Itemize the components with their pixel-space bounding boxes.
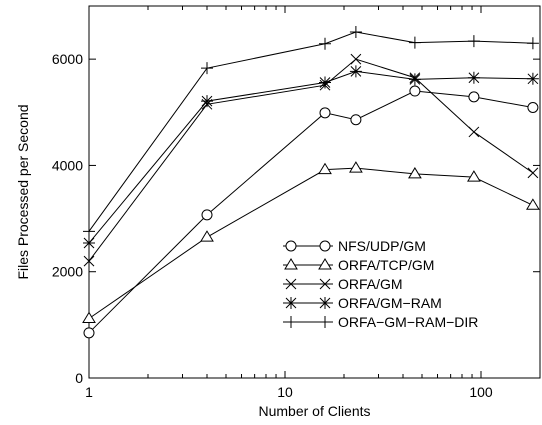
y-tick-label: 2000 (52, 264, 83, 280)
data-point-nfs-udp-gm (468, 91, 480, 103)
data-point-orfa-gm-ram (408, 73, 421, 86)
legend-item: ORFA−GM−RAM−DIR (283, 314, 478, 330)
data-point-orfa-gm (468, 126, 480, 138)
series-line-orfa-tcp-gm (88, 167, 534, 319)
series-line-orfa-gm (88, 58, 534, 262)
data-point-nfs-udp-gm (350, 114, 362, 126)
data-point-orfa-tcp-gm (526, 198, 540, 210)
series-orfa-gm-ram-dir (83, 26, 539, 238)
data-point-orfa-gm-ram-dir (349, 26, 362, 39)
x-axis-label: Number of Clients (258, 403, 370, 419)
series-nfs-udp-gm (83, 85, 539, 339)
legend-marker (285, 278, 297, 290)
data-point-orfa-tcp-gm (408, 166, 422, 179)
series-orfa-gm-ram (83, 65, 539, 250)
data-point-orfa-tcp-gm (467, 170, 481, 182)
data-point-orfa-tcp-gm (200, 230, 214, 242)
legend-marker (284, 258, 298, 270)
plot-area (88, 5, 541, 379)
legend-label: ORFA/GM−RAM (338, 295, 442, 311)
plot-frame (88, 5, 541, 379)
data-point-orfa-gm-ram-dir (526, 37, 539, 50)
data-point-nfs-udp-gm (319, 107, 331, 119)
legend: NFS/UDP/GM ORFA/TCP/GM ORFA/GM ORFA/GM−RAM O… (283, 238, 478, 330)
data-point-orfa-tcp-gm (318, 162, 332, 175)
series-line-nfs-udp-gm (88, 90, 533, 334)
axis-ticks: 0 2000 4000 6000 1 10 100 (52, 6, 541, 400)
data-point-orfa-gm-ram (319, 76, 332, 89)
data-point-nfs-udp-gm (527, 102, 539, 114)
legend-label: ORFA−GM−RAM−DIR (338, 314, 478, 330)
data-point-orfa-gm (527, 167, 539, 179)
legend-label: NFS/UDP/GM (338, 238, 426, 254)
legend-marker (319, 297, 331, 309)
y-tick-label: 0 (75, 370, 83, 386)
legend-marker (285, 240, 297, 252)
legend-item: ORFA/GM (283, 276, 403, 292)
y-axis-label: Files Processed per Second (15, 104, 31, 279)
data-point-orfa-gm-ram-dir (319, 37, 332, 50)
legend-item: NFS/UDP/GM (283, 238, 426, 254)
data-point-nfs-udp-gm (201, 209, 213, 221)
data-point-orfa-gm-ram-dir (201, 62, 214, 75)
data-point-orfa-gm-ram (349, 65, 362, 78)
legend-item: ORFA/GM−RAM (283, 295, 442, 311)
data-point-orfa-gm-ram-dir (408, 36, 421, 49)
legend-label: ORFA/GM (338, 276, 403, 292)
data-point-orfa-gm (350, 53, 362, 65)
data-point-orfa-tcp-gm (82, 311, 96, 323)
legend-marker (319, 316, 331, 328)
data-point-orfa-gm (83, 255, 95, 267)
data-point-orfa-tcp-gm (349, 161, 363, 173)
series-line-orfa-gm-ram (88, 70, 533, 244)
data-point-nfs-udp-gm (409, 85, 421, 97)
legend-marker (319, 240, 331, 252)
data-point-orfa-gm-ram (201, 95, 214, 108)
legend-marker (285, 297, 297, 309)
data-point-orfa-gm-ram-dir (83, 225, 95, 238)
series-orfa-gm (83, 53, 539, 267)
series-orfa-tcp-gm (82, 161, 540, 323)
series-line-orfa-gm-ram-dir (88, 31, 533, 232)
legend-item: ORFA/TCP/GM (283, 257, 434, 273)
x-tick-label: 10 (277, 384, 293, 400)
legend-marker (318, 258, 332, 270)
data-point-nfs-udp-gm (83, 327, 95, 339)
data-point-orfa-gm-ram (83, 237, 95, 250)
data-point-orfa-gm-ram (467, 71, 480, 84)
x-tick-label: 1 (85, 384, 93, 400)
legend-marker (285, 316, 297, 328)
x-tick-label: 100 (469, 384, 493, 400)
legend-marker (319, 278, 331, 290)
series-layer (82, 26, 540, 339)
y-tick-label: 4000 (52, 157, 83, 173)
data-point-orfa-gm-ram (526, 72, 539, 85)
legend-label: ORFA/TCP/GM (338, 257, 434, 273)
data-point-orfa-gm-ram-dir (467, 35, 480, 48)
y-tick-label: 6000 (52, 51, 83, 67)
